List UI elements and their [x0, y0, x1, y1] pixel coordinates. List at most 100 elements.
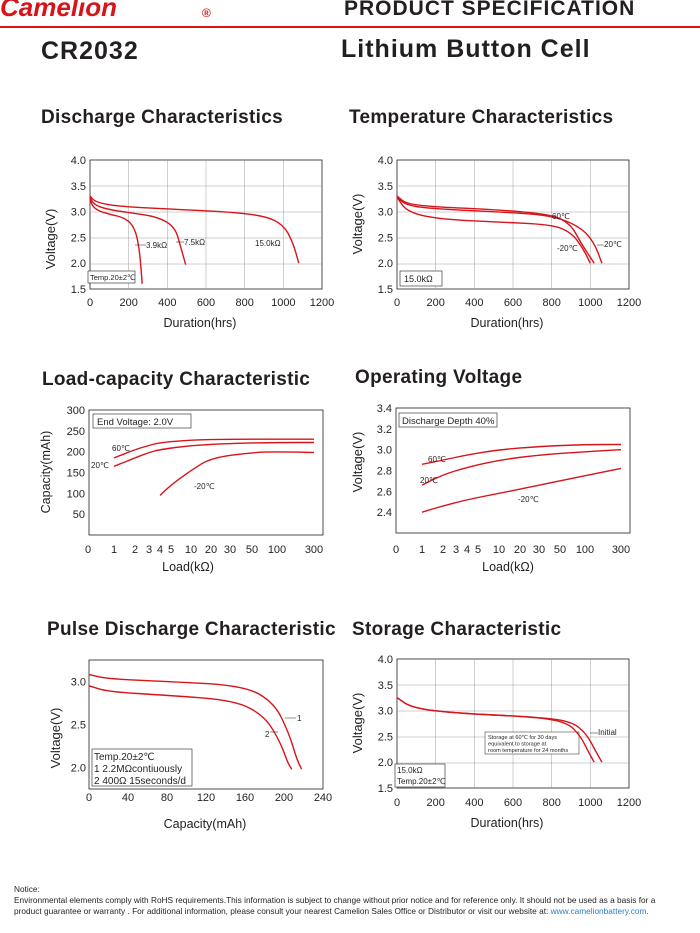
- operating-chart: 3.4 3.2 3.0 2.8 2.6 2.4 0 1 2 3 4 5 10 20 30 50 100 300 V…: [350, 403, 631, 574]
- temperature-label-60: 60℃: [552, 212, 570, 221]
- pulse-xtick: 240: [314, 792, 332, 804]
- temperature-xtick: 800: [542, 297, 560, 309]
- temperature-series-2: [396, 196, 591, 264]
- operating-ytick: 2.4: [377, 507, 392, 519]
- temperature-xtick: 1200: [617, 297, 641, 309]
- load-ytick: 100: [67, 488, 85, 500]
- operating-ytick: 3.2: [377, 424, 392, 436]
- load-xtick: 10: [185, 544, 197, 556]
- model-number: CR2032: [41, 37, 139, 65]
- storage-series-1: [396, 697, 595, 763]
- storage-xtick: 800: [542, 797, 560, 809]
- pulse-chart-title: Pulse Discharge Characteristic: [47, 619, 336, 640]
- storage-ytick: 3.5: [378, 680, 393, 692]
- operating-ytick: 3.4: [377, 403, 392, 415]
- load-xtick: 30: [224, 544, 236, 556]
- temperature-label-20: 20℃: [604, 240, 622, 249]
- discharge-ylabel: Voltage(V): [43, 209, 58, 270]
- storage-ytick: 2.0: [378, 757, 393, 769]
- load-plot-frame: [88, 409, 324, 536]
- temperature-ytick: 3.5: [378, 181, 393, 193]
- storage-xtick: 0: [394, 797, 400, 809]
- storage-ytick: 2.5: [378, 731, 393, 743]
- operating-note-box: [398, 412, 498, 428]
- load-note: End Voltage: 2.0V: [97, 417, 174, 428]
- temperature-note-box: [399, 270, 443, 287]
- pulse-xlabel: Capacity(mAh): [164, 817, 247, 831]
- storage-note-line1: 15.0kΩ: [397, 766, 423, 775]
- notice-block: Notice: Environmental elements comply wi…: [14, 884, 684, 917]
- storage-condition-line1: Storage at 60℃ for 30 days: [488, 734, 557, 741]
- pulse-note-box: [91, 748, 193, 787]
- document-type: PRODUCT SPECIFICATION: [344, 0, 636, 20]
- discharge-label-3.9k: 3.9kΩ: [146, 241, 167, 250]
- operating-note: Discharge Depth 40%: [402, 416, 495, 427]
- storage-chart: 4.03.53.02.52.01.50 200 400 600 800 1000 1200 …: [350, 654, 641, 830]
- operating-xtick: 4: [464, 544, 470, 556]
- website-link[interactable]: www.camelionbattery.com: [550, 906, 647, 916]
- load-series-0: [113, 438, 314, 459]
- pulse-xtick: 120: [197, 792, 215, 804]
- storage-condition-box: [484, 731, 580, 755]
- load-note-box: [92, 413, 192, 429]
- brand-logo: Camelion: [0, 0, 118, 22]
- header-divider: [0, 26, 700, 28]
- pulse-ylabel: Voltage(V): [48, 708, 63, 769]
- registered-mark: ®: [202, 6, 211, 20]
- operating-label-20: 20℃: [420, 476, 438, 485]
- temperature-xtick: 1000: [578, 297, 602, 309]
- discharge-ytick: 3.5: [71, 181, 86, 193]
- temperature-xtick: 0: [394, 297, 400, 309]
- temperature-xtick: 200: [426, 297, 444, 309]
- load-xtick: 3: [146, 544, 152, 556]
- load-chart-title: Load-capacity Characteristic: [42, 369, 311, 390]
- load-ylabel: Capacity(mAh): [39, 431, 53, 514]
- storage-ytick: 3.0: [378, 706, 393, 718]
- discharge-xlabel: Duration(hrs): [164, 316, 237, 330]
- operating-xtick: 50: [554, 544, 566, 556]
- operating-xtick: 100: [576, 544, 594, 556]
- load-chart: 300 250 200 150 100 50 0 1 2 3 4 5 10 20 30 50 100 300 Ca…: [39, 405, 324, 574]
- load-xtick: 5: [168, 544, 174, 556]
- operating-xtick: 300: [612, 544, 630, 556]
- operating-xtick: 2: [440, 544, 446, 556]
- discharge-chart-title: Discharge Characteristics: [41, 107, 283, 128]
- discharge-series-0: [89, 198, 143, 284]
- load-ytick: 50: [73, 509, 85, 521]
- storage-note-line2: Temp.20±2℃: [397, 777, 446, 786]
- temperature-ytick: 4.0: [378, 155, 393, 167]
- operating-xtick: 5: [475, 544, 481, 556]
- discharge-note: Temp.20±2℃: [90, 273, 135, 282]
- operating-series-0: [421, 443, 621, 465]
- pulse-chart: 3.0 2.5 2.0 0 40 80 120 160 200 240 Voltage(V) Ca…: [48, 659, 332, 831]
- temperature-label-minus20: -20℃: [557, 244, 578, 253]
- operating-plot-frame: [395, 407, 631, 534]
- storage-xtick: 1000: [578, 797, 602, 809]
- discharge-series-2: [89, 195, 300, 264]
- storage-ytick: 4.0: [378, 654, 393, 666]
- discharge-ytick: 1.5: [71, 284, 86, 296]
- pulse-note-line2: 1 2.2MΩcontiuously: [94, 764, 182, 775]
- pulse-ytick: 2.0: [71, 763, 86, 775]
- pulse-xtick: 200: [275, 792, 293, 804]
- temperature-ytick: 1.5: [378, 284, 393, 296]
- storage-ylabel: Voltage(V): [350, 693, 365, 754]
- discharge-ytick: 2.0: [71, 258, 86, 270]
- discharge-ytick: 2.5: [71, 232, 86, 244]
- discharge-xtick: 1000: [271, 297, 295, 309]
- temperature-note: 15.0kΩ: [404, 274, 433, 284]
- pulse-series-0: [88, 673, 303, 770]
- operating-xtick: 0: [393, 544, 399, 556]
- load-ytick: 300: [67, 405, 85, 417]
- notice-heading: Notice:: [14, 884, 40, 894]
- operating-ylabel: Voltage(V): [350, 432, 365, 493]
- discharge-xtick: 400: [158, 297, 176, 309]
- storage-ytick: 1.5: [378, 783, 393, 795]
- temperature-chart-title: Temperature Characteristics: [349, 107, 614, 128]
- discharge-xtick: 0: [87, 297, 93, 309]
- load-xtick: 4: [157, 544, 163, 556]
- notice-text: Environmental elements comply with RoHS …: [14, 895, 656, 916]
- temperature-xtick: 600: [504, 297, 522, 309]
- pulse-plot-frame: [88, 659, 324, 790]
